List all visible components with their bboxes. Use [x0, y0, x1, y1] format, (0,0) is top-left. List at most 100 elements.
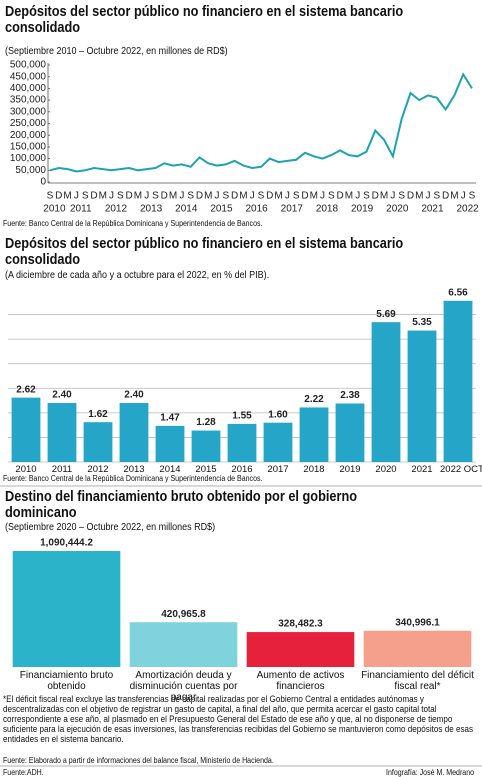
x-tick-label: M — [450, 191, 458, 202]
bar — [11, 397, 41, 462]
x-tick-label: D — [126, 191, 133, 202]
value-label: 1.47 — [160, 413, 180, 424]
x-tick-label: M — [380, 191, 388, 202]
y-tick-label: 450,000 — [10, 71, 47, 82]
x-tick-label: 2014 — [159, 464, 181, 475]
x-tick-label: 2010 — [15, 464, 37, 475]
bar — [363, 630, 472, 667]
chart-title: Depósitos del sector público no financie… — [5, 235, 404, 268]
value-label: 2.40 — [124, 390, 144, 401]
x-tick-label: J — [426, 191, 431, 202]
x-tick-label: D — [337, 191, 344, 202]
bar — [227, 423, 257, 462]
chart-title: Depósitos del sector público no financie… — [5, 3, 404, 36]
x-tick-label: M — [345, 191, 353, 202]
x-tick-label: M — [134, 191, 142, 202]
y-tick-label: 400,000 — [10, 83, 47, 94]
x-tick-label: M — [204, 191, 212, 202]
footnote: *El déficit fiscal real excluye las tran… — [3, 694, 474, 744]
x-tick-label: Financiamiento bruto obtenido — [19, 670, 114, 692]
value-label: 2.62 — [16, 384, 36, 395]
bar — [443, 300, 473, 462]
x-group-label: 2020 — [386, 204, 409, 215]
x-group-label: 2022 — [456, 204, 479, 215]
x-group-label: 2010 — [43, 204, 66, 215]
chart-subtitle: (Septiembre 2020 – Octubre 2022, en mill… — [5, 522, 216, 533]
x-tick-label: J — [215, 191, 220, 202]
x-tick-label: M — [63, 191, 71, 202]
x-group-label: 2021 — [421, 204, 444, 215]
y-tick-label: 100,000 — [10, 153, 47, 164]
bar — [155, 425, 185, 462]
x-group-label: 2011 — [70, 204, 92, 215]
value-label: 1,090,444.2 — [40, 538, 93, 549]
x-tick-label: S — [47, 191, 54, 202]
x-tick-label: D — [407, 191, 414, 202]
value-label: 420,965.8 — [161, 609, 206, 620]
x-tick-label: S — [469, 191, 476, 202]
footer-source: Fuente:ADH. — [3, 768, 44, 777]
value-label: 2.38 — [340, 390, 360, 401]
x-tick-label: 2021 — [411, 464, 433, 475]
footer-credit: Infografía: José M. Medrano — [386, 768, 475, 777]
bar — [191, 430, 221, 462]
x-tick-label: S — [363, 191, 370, 202]
x-tick-label: J — [144, 191, 149, 202]
chart-source: Fuente: Banco Central de la República Do… — [3, 474, 263, 483]
x-group-label: 2013 — [140, 204, 163, 215]
x-tick-label: M — [239, 191, 247, 202]
x-group-label: 2014 — [175, 204, 198, 215]
bar — [83, 422, 113, 462]
x-tick-label: D — [90, 191, 97, 202]
x-tick-label: Aumento de activos financieros — [256, 670, 345, 692]
x-tick-label: D — [301, 191, 308, 202]
x-tick-label: J — [74, 191, 79, 202]
bar — [47, 403, 77, 462]
chart-title: Destino del financiamiento bruto obtenid… — [5, 488, 358, 521]
x-tick-label: S — [293, 191, 300, 202]
x-tick-label: M — [415, 191, 423, 202]
x-tick-label: J — [355, 191, 360, 202]
value-label: 1.55 — [232, 411, 252, 422]
y-tick-label: 150,000 — [10, 142, 47, 153]
y-tick-label: 350,000 — [10, 95, 47, 106]
bar — [335, 403, 365, 462]
x-tick-label: 2020 — [375, 464, 397, 475]
y-tick-label: 500,000 — [10, 60, 47, 71]
x-tick-label: D — [442, 191, 449, 202]
value-label: 6.56 — [448, 287, 468, 298]
value-label: 5.69 — [376, 309, 396, 320]
x-tick-label: S — [258, 191, 265, 202]
x-tick-label: 2019 — [339, 464, 361, 475]
x-tick-label: J — [109, 191, 114, 202]
chart-subtitle: (A diciembre de cada año y a octubre par… — [5, 270, 270, 281]
value-label: 1.62 — [88, 409, 108, 420]
x-tick-label: J — [285, 191, 290, 202]
x-tick-label: 2011 — [51, 464, 73, 475]
y-tick-label: 300,000 — [10, 106, 47, 117]
y-tick-label: 250,000 — [10, 118, 47, 129]
bar — [407, 330, 437, 462]
x-tick-label: S — [152, 191, 159, 202]
x-tick-label: Financiamiento del déficit fiscal real* — [361, 670, 474, 692]
x-tick-label: 2016 — [231, 464, 253, 475]
y-tick-label: 50,000 — [15, 165, 46, 176]
y-tick-label: 200,000 — [10, 130, 47, 141]
x-tick-label: S — [82, 191, 89, 202]
x-tick-label: 2015 — [195, 464, 217, 475]
x-tick-label: 2017 — [267, 464, 289, 475]
x-tick-label: S — [187, 191, 194, 202]
value-label: 1.28 — [196, 417, 216, 428]
chart-source: Fuente: Banco Central de la República Do… — [3, 219, 263, 228]
x-tick-label: Amortización deuda y disminución cuentas… — [129, 670, 238, 703]
line-series — [49, 72, 473, 173]
x-tick-label: M — [169, 191, 177, 202]
x-tick-label: 2018 — [303, 464, 325, 475]
x-tick-label: J — [390, 191, 395, 202]
x-group-label: 2019 — [351, 204, 374, 215]
bar — [12, 551, 121, 667]
y-tick-label: 0 — [40, 177, 46, 188]
x-tick-label: M — [274, 191, 282, 202]
x-group-label: 2018 — [316, 204, 339, 215]
